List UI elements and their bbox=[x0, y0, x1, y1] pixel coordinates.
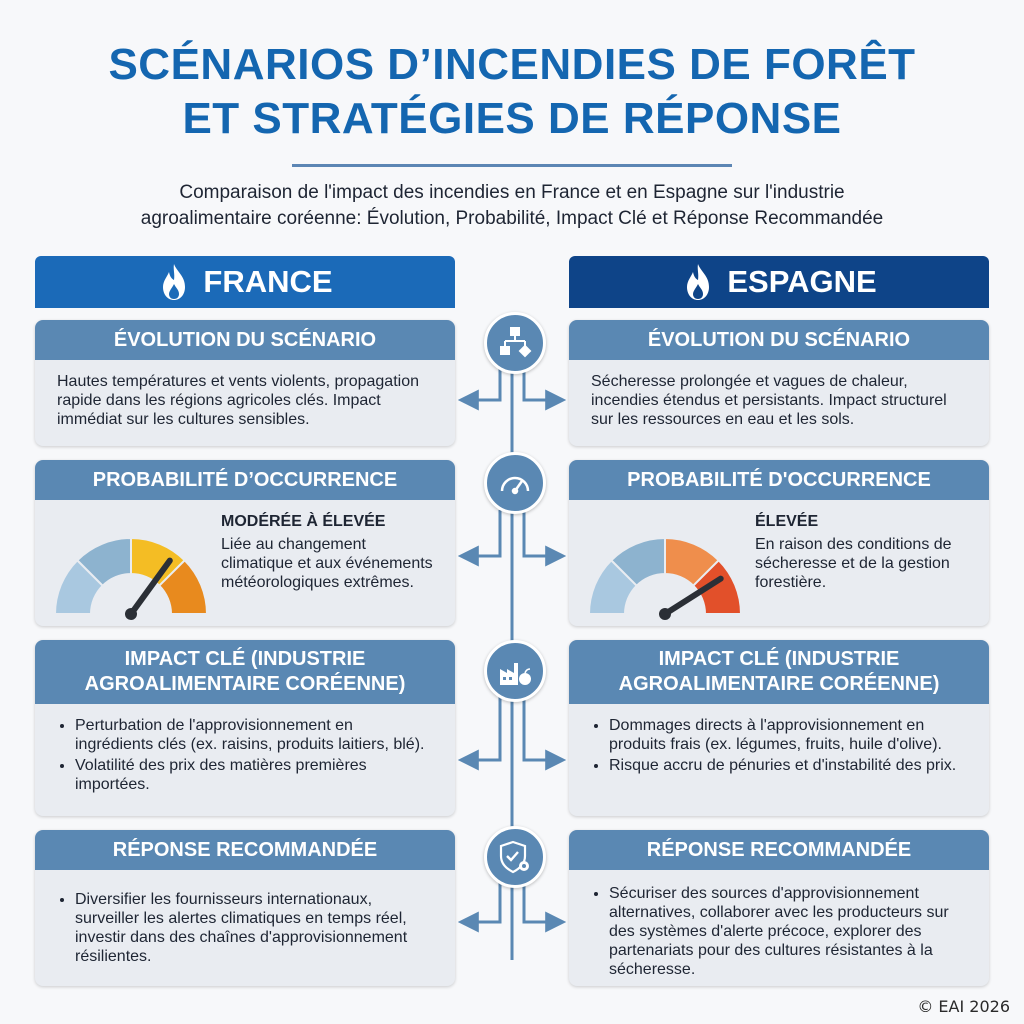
section-title: ÉVOLUTION DU SCÉNARIO bbox=[35, 320, 455, 360]
gauge-icon bbox=[484, 452, 546, 514]
gauge-hub bbox=[659, 608, 671, 620]
section-text: Sécheresse prolongée et vagues de chaleu… bbox=[591, 373, 947, 428]
subtitle: Comparaison de l'impact des incendies en… bbox=[40, 180, 984, 232]
title-divider bbox=[292, 164, 732, 167]
page-title: SCÉNARIOS D’INCENDIES DE FORÊT ET STRATÉ… bbox=[0, 38, 1024, 146]
probability-text: Liée au changement climatique et aux évé… bbox=[221, 536, 433, 591]
country-header-france: FRANCE bbox=[35, 256, 455, 308]
probability-text: En raison des conditions de sécheresse e… bbox=[755, 536, 952, 591]
section-title: IMPACT CLÉ (INDUSTRIE AGROALIMENTAIRE CO… bbox=[35, 640, 455, 704]
gauge-hub bbox=[125, 608, 137, 620]
impact-list: Perturbation de l'approvisionnement en i… bbox=[57, 716, 433, 794]
copyright: © EAI 2026 bbox=[917, 997, 1010, 1016]
probability-level: ÉLEVÉE bbox=[755, 513, 819, 530]
france-response-card: RÉPONSE RECOMMANDÉE Diversifier les four… bbox=[35, 830, 455, 986]
flowchart-icon bbox=[484, 312, 546, 374]
impact-list: Dommages directs à l'approvisionnement e… bbox=[591, 716, 967, 775]
title-line-2: ET STRATÉGIES DE RÉPONSE bbox=[182, 94, 842, 143]
gauge-needle bbox=[128, 557, 173, 617]
gauge-needle bbox=[662, 575, 724, 617]
list-item: Risque accru de pénuries et d'instabilit… bbox=[609, 756, 967, 775]
section-title: RÉPONSE RECOMMANDÉE bbox=[35, 830, 455, 870]
list-item: Dommages directs à l'approvisionnement e… bbox=[609, 716, 967, 754]
probability-gauge bbox=[587, 536, 743, 620]
flame-icon bbox=[687, 264, 710, 300]
spain-response-card: RÉPONSE RECOMMANDÉE Sécuriser des source… bbox=[569, 830, 989, 986]
country-header-spain: ESPAGNE bbox=[569, 256, 989, 308]
france-probability-card: PROBABILITÉ D’OCCURRENCE MODÉRÉE À ÉLEVÉ… bbox=[35, 460, 455, 626]
country-name-france: FRANCE bbox=[203, 264, 333, 299]
country-name-spain: ESPAGNE bbox=[727, 264, 877, 299]
probability-gauge bbox=[53, 536, 209, 620]
spain-probability-card: PROBABILITÉ D'OCCURRENCE ÉLEVÉE En raiso… bbox=[569, 460, 989, 626]
list-item: Diversifier les fournisseurs internation… bbox=[75, 890, 433, 966]
probability-level: MODÉRÉE À ÉLEVÉE bbox=[221, 513, 386, 530]
list-item: Sécuriser des sources d'approvisionnemen… bbox=[609, 884, 967, 979]
section-title: PROBABILITÉ D'OCCURRENCE bbox=[569, 460, 989, 500]
factory-apple-icon bbox=[484, 640, 546, 702]
section-title: IMPACT CLÉ (INDUSTRIE AGROALIMENTAIRE CO… bbox=[569, 640, 989, 704]
spain-evolution-card: ÉVOLUTION DU SCÉNARIO Sécheresse prolong… bbox=[569, 320, 989, 446]
spain-impact-card: IMPACT CLÉ (INDUSTRIE AGROALIMENTAIRE CO… bbox=[569, 640, 989, 816]
shield-gear-icon bbox=[484, 826, 546, 888]
list-item: Volatilité des prix des matières premièr… bbox=[75, 756, 433, 794]
france-impact-card: IMPACT CLÉ (INDUSTRIE AGROALIMENTAIRE CO… bbox=[35, 640, 455, 816]
section-title: ÉVOLUTION DU SCÉNARIO bbox=[569, 320, 989, 360]
subtitle-line-1: Comparaison de l'impact des incendies en… bbox=[179, 182, 845, 203]
section-title: RÉPONSE RECOMMANDÉE bbox=[569, 830, 989, 870]
list-item: Perturbation de l'approvisionnement en i… bbox=[75, 716, 433, 754]
section-title: PROBABILITÉ D’OCCURRENCE bbox=[35, 460, 455, 500]
subtitle-line-2: agroalimentaire coréenne: Évolution, Pro… bbox=[140, 208, 884, 229]
response-list: Sécuriser des sources d'approvisionnemen… bbox=[591, 884, 967, 979]
flame-icon bbox=[163, 264, 186, 300]
section-text: Hautes températures et vents violents, p… bbox=[57, 373, 419, 428]
response-list: Diversifier les fournisseurs internation… bbox=[57, 890, 433, 966]
france-evolution-card: ÉVOLUTION DU SCÉNARIO Hautes température… bbox=[35, 320, 455, 446]
title-line-1: SCÉNARIOS D’INCENDIES DE FORÊT bbox=[108, 40, 916, 89]
gauge-segment bbox=[157, 558, 209, 615]
